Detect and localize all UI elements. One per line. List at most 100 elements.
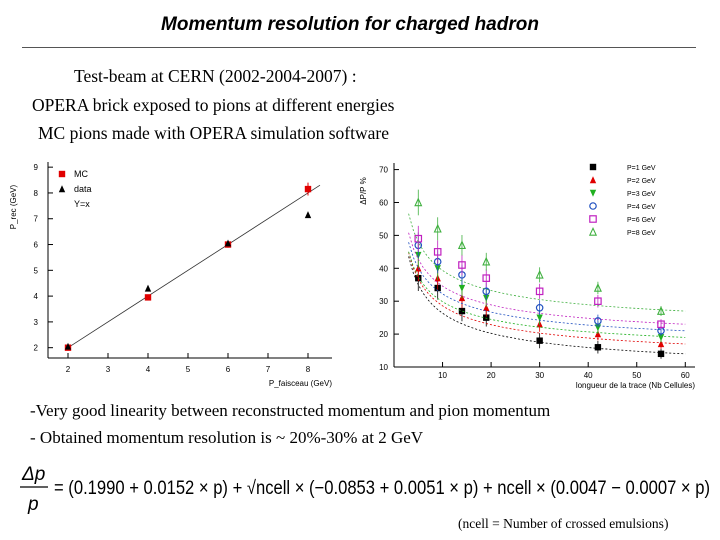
- intro-line-3: MC pions made with OPERA simulation soft…: [38, 123, 389, 143]
- data-point: [593, 283, 602, 292]
- y-tick-label: 3: [34, 318, 39, 327]
- data-point: [433, 248, 442, 256]
- data-point: [414, 197, 423, 207]
- legend-marker: [589, 202, 597, 210]
- slide-title: Momentum resolution for charged hadron: [161, 14, 539, 35]
- fit-curve: [408, 232, 686, 325]
- linearity-chart: 2 3 4 5 6 7 8 2 3 4 5 6 7 8 9 P_faisceau (GeV) P_rec (Ge…: [9, 162, 332, 388]
- x-tick-label: 3: [106, 365, 111, 374]
- x-axis-label: longueur de la trace (Nb Cellules): [576, 381, 696, 390]
- data-point: [535, 303, 544, 312]
- legend-label: P=2 GeV: [627, 178, 656, 185]
- legend-marker: [589, 215, 597, 223]
- formula-denominator: p: [27, 494, 39, 515]
- fit-curve: [408, 213, 686, 312]
- legend-marker: [588, 226, 598, 236]
- data-point: [224, 239, 232, 247]
- y-tick-label: 20: [379, 330, 388, 339]
- data-point: [483, 304, 490, 311]
- legend-marker: [589, 189, 597, 197]
- formula-note: (ncell = Number of crossed emulsions): [458, 516, 669, 531]
- mc-point: [144, 294, 152, 301]
- data-point: [304, 211, 312, 219]
- data-point: [483, 314, 490, 321]
- legend: MC data Y=x: [58, 169, 92, 209]
- x-axis-label: P_faisceau (GeV): [269, 379, 332, 388]
- formula-rhs: = (0.1990 + 0.0152 × p) + √ncell × (−0.0…: [54, 478, 710, 499]
- fit-curve: [408, 256, 686, 355]
- legend-yx-label: Y=x: [74, 199, 90, 209]
- legend-marker: [589, 176, 597, 184]
- data-point: [482, 256, 491, 266]
- x-tick-label: 10: [438, 371, 447, 380]
- series-3: [408, 242, 686, 343]
- legend-label: P=3 GeV: [627, 191, 656, 198]
- intro-line-1: Test-beam at CERN (2002-2004-2007) :: [74, 66, 357, 86]
- data-point: [656, 306, 666, 315]
- data-point: [433, 223, 442, 233]
- x-tick-label: 40: [584, 371, 593, 380]
- y-tick-label: 50: [379, 231, 388, 240]
- legend-label: P=1 GeV: [627, 165, 656, 172]
- y-tick-label: 40: [379, 264, 388, 273]
- data-point: [594, 317, 602, 325]
- yx-line: [67, 184, 321, 349]
- legend-label: P=8 GeV: [627, 230, 656, 237]
- legend-mc-label: MC: [74, 169, 88, 179]
- fit-curve: [408, 242, 686, 332]
- x-tick-label: 5: [186, 365, 191, 374]
- x-tick-label: 4: [146, 365, 151, 374]
- resolution-chart: 10 20 30 40 50 60 10 20 30 40 50 60 70 longueur de la…: [359, 159, 696, 390]
- data-point: [657, 320, 665, 329]
- y-tick-label: 60: [379, 198, 388, 207]
- y-tick-label: 9: [34, 163, 39, 172]
- x-tick-label: 60: [681, 371, 690, 380]
- data-point: [64, 342, 72, 350]
- y-tick-label: 10: [379, 363, 388, 372]
- title-divider: [22, 47, 696, 48]
- resolution-formula: Δp p = (0.1990 + 0.0152 × p) + √ncell × …: [20, 464, 710, 515]
- x-tick-label: 8: [306, 365, 311, 374]
- conclusion-list: -Very good linearity between reconstruct…: [30, 397, 550, 451]
- y-tick-label: 8: [34, 189, 39, 198]
- y-tick-label: 7: [34, 215, 39, 224]
- formula-numerator: Δp: [21, 464, 45, 485]
- y-tick-label: 30: [379, 297, 388, 306]
- data-point: [536, 337, 543, 344]
- data-point: [458, 307, 466, 315]
- x-tick-label: 7: [266, 365, 271, 374]
- intro-line-2: OPERA brick exposed to pions at differen…: [32, 95, 395, 115]
- x-tick-label: 20: [487, 371, 496, 380]
- fit-curve: [408, 251, 686, 338]
- x-tick-label: 30: [535, 371, 544, 380]
- data-point: [594, 344, 602, 351]
- y-tick-label: 5: [34, 266, 39, 275]
- conclusion-line-1: -Very good linearity between reconstruct…: [30, 401, 551, 420]
- y-tick-label: 6: [34, 241, 39, 250]
- legend: P=1 GeV P=2 GeV P=3 GeV P=4 GeV P=6 GeV P=8 G…: [585, 159, 693, 249]
- data-point: [535, 287, 544, 296]
- legend-marker: [589, 163, 597, 171]
- y-tick-label: 70: [379, 166, 388, 175]
- data-point: [415, 264, 422, 272]
- y-axis-label: P_rec (GeV): [9, 184, 18, 229]
- legend-data-label: data: [74, 184, 92, 194]
- series-6: [408, 189, 686, 316]
- data-point: [482, 274, 491, 282]
- data-point: [535, 269, 544, 279]
- series-1: [408, 256, 686, 359]
- x-tick-label: 2: [66, 365, 71, 374]
- data-point: [458, 284, 466, 292]
- legend-data-marker: [58, 185, 66, 193]
- legend-label: P=6 GeV: [627, 217, 656, 224]
- series-5: [408, 225, 686, 330]
- y-axis-label: ΔP/P %: [359, 177, 368, 204]
- legend-box: [585, 159, 693, 249]
- x-tick-label: 6: [226, 365, 231, 374]
- legend-label: P=4 GeV: [627, 204, 656, 211]
- data-point: [457, 240, 467, 250]
- legend-mc-marker: [58, 170, 66, 178]
- y-tick-label: 4: [34, 292, 39, 301]
- data-point: [536, 314, 543, 322]
- data-point: [458, 261, 466, 269]
